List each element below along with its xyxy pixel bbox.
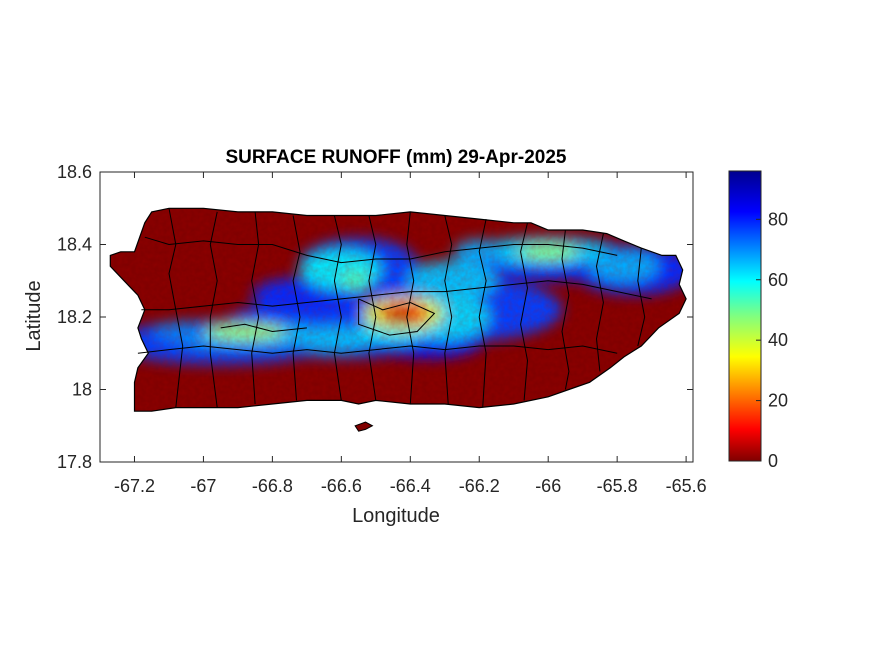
colorbar-tick-label: 0 [768,451,778,471]
municipality-boundary [637,248,646,347]
colorbar-tick-label: 80 [768,209,788,229]
municipality-boundary [251,211,260,405]
caja-de-muertos-island [354,421,374,432]
municipality-boundary [141,280,652,311]
municipality-boundary [144,236,618,264]
colorbar [728,170,762,462]
municipality-boundary [358,298,436,336]
municipality-boundaries [137,208,652,408]
x-tick-label: -66 [535,476,561,496]
y-axis-ticks: 17.8 18 18.2 18.4 18.6 [57,162,693,472]
x-tick-label: -66.4 [390,476,431,496]
municipality-boundary [168,208,184,408]
municipality-boundary [220,323,307,333]
x-axis-label: Longitude [352,505,440,527]
y-tick-label: 18.6 [57,162,92,182]
x-axis-ticks: -67.2 -67 -66.8 -66.6 -66.4 -66.2 -66 -65.8 -65.… [114,172,707,496]
x-tick-label: -67.2 [114,476,155,496]
y-tick-label: 18.2 [57,307,92,327]
municipality-boundary [137,345,618,354]
x-tick-label: -67 [190,476,216,496]
x-tick-label: -65.6 [666,476,707,496]
municipality-boundary [406,211,415,405]
y-tick-label: 18 [72,380,92,400]
raster-noise [110,208,687,412]
municipality-boundary [292,215,301,401]
municipality-boundary [478,218,487,408]
y-axis-label: Latitude [23,280,45,351]
municipality-boundary [368,215,377,401]
colorbar-tick-label: 40 [768,330,788,350]
municipality-boundary [520,222,529,401]
colorbar-tick-label: 60 [768,270,788,290]
colorbar-ticks: 0 20 40 60 80 [756,209,788,471]
colorbar-tick-label: 20 [768,391,788,411]
municipality-boundary [444,215,453,405]
municipality-boundary [595,233,604,372]
chart-title: SURFACE RUNOFF (mm) 29-Apr-2025 [226,147,567,168]
municipality-boundary [333,215,342,401]
y-tick-label: 18.4 [57,235,92,255]
municipality-boundary [209,211,218,408]
municipality-boundary [561,229,570,390]
x-tick-label: -65.8 [597,476,638,496]
island-raster [110,208,687,412]
island-coastline [109,207,687,412]
x-tick-label: -66.2 [459,476,500,496]
y-tick-label: 17.8 [57,452,92,472]
x-tick-label: -66.8 [252,476,293,496]
x-tick-label: -66.6 [321,476,362,496]
